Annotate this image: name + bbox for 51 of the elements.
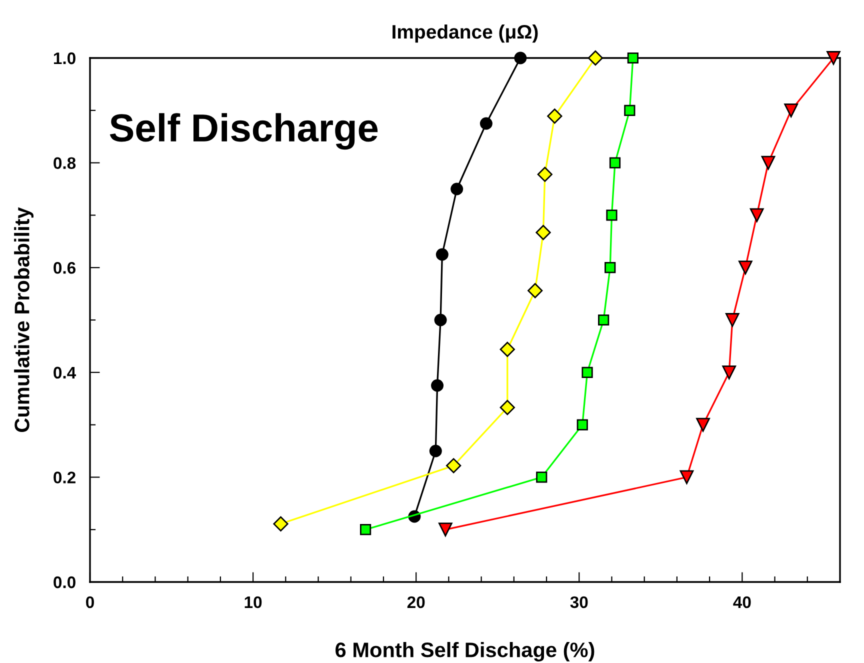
point	[598, 314, 610, 326]
point	[450, 182, 464, 196]
point	[446, 458, 462, 474]
point	[436, 248, 448, 261]
point	[514, 52, 527, 64]
annotation: Self Discharge	[110, 113, 378, 150]
y-tick-label: 1.0	[54, 52, 76, 64]
point	[480, 117, 492, 130]
x-tick-label: 0	[86, 596, 94, 608]
point	[434, 314, 447, 326]
point	[360, 524, 372, 536]
y-tick-label: 0.8	[54, 157, 76, 170]
point	[273, 516, 288, 532]
y-tick-label: 0.6	[54, 262, 76, 274]
point	[536, 224, 551, 240]
point	[738, 260, 752, 275]
point	[500, 342, 515, 357]
point	[722, 365, 736, 380]
point	[537, 166, 552, 182]
point	[680, 470, 694, 484]
y-tick-label: 0.4	[54, 366, 76, 379]
point	[606, 210, 618, 221]
point	[750, 208, 764, 222]
point	[588, 50, 604, 66]
point	[826, 51, 840, 65]
point	[784, 103, 798, 118]
point	[576, 419, 588, 430]
point	[624, 104, 636, 116]
x-tick-label: 10	[244, 596, 262, 608]
point	[500, 400, 515, 416]
point	[438, 522, 452, 537]
x-tick-label: 40	[733, 596, 751, 608]
point	[627, 52, 638, 64]
x-tick-label: 20	[407, 596, 425, 608]
point	[582, 366, 593, 378]
point	[696, 418, 710, 432]
point	[761, 156, 776, 170]
point	[528, 283, 543, 298]
point	[547, 108, 562, 124]
y-tick-label: 0.2	[54, 472, 76, 484]
point	[429, 444, 442, 458]
point	[725, 313, 740, 327]
x-tick-label: 30	[570, 596, 588, 608]
point	[431, 379, 444, 392]
chart-title: Impedance (μΩ)	[392, 24, 538, 43]
y-tick-label: 0.0	[54, 576, 76, 588]
point	[609, 157, 621, 168]
point	[604, 262, 616, 274]
y-axis-title: Cumulative Probability	[14, 207, 34, 432]
x-axis-title: 6 Month Self Dischage (%)	[336, 642, 594, 662]
point	[536, 472, 548, 483]
